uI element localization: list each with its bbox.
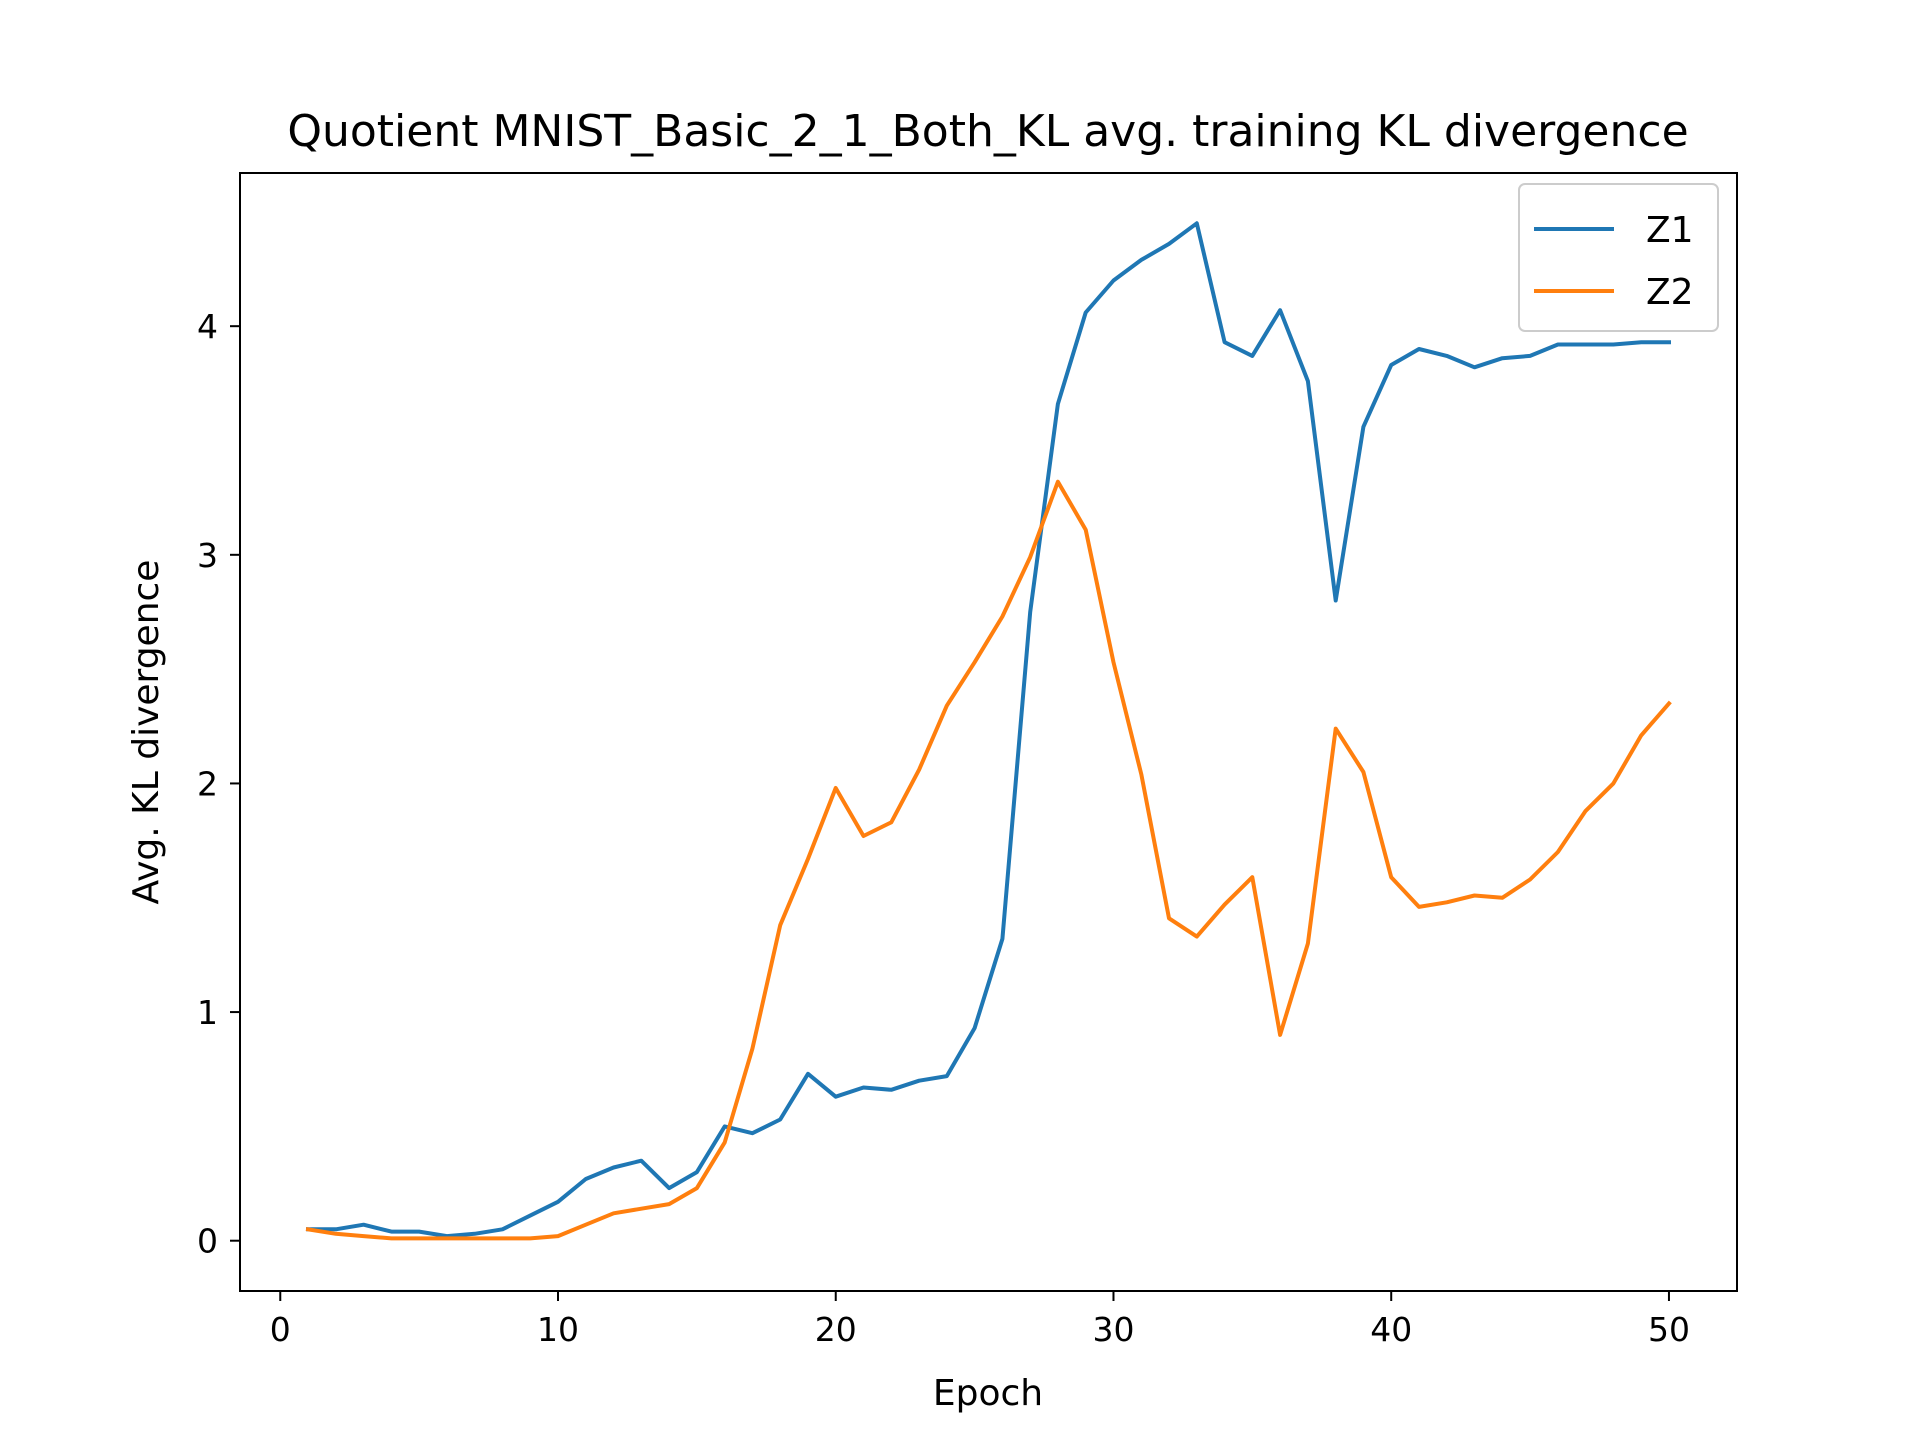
series-line-z1 bbox=[306, 221, 1671, 1239]
plot-frame bbox=[239, 172, 1738, 1292]
plot-area bbox=[305, 221, 1672, 1241]
x-tick-label: 40 bbox=[1370, 1310, 1412, 1349]
y-axis-ticks: 0 1 2 3 4 bbox=[197, 307, 240, 1261]
legend-box bbox=[1518, 183, 1719, 332]
y-tick-label: 4 bbox=[197, 307, 218, 346]
legend: Z1 Z2 bbox=[1518, 183, 1719, 332]
y-tick-label: 3 bbox=[197, 536, 218, 575]
y-tick-label: 1 bbox=[197, 993, 218, 1032]
series-line-z2 bbox=[305, 479, 1672, 1241]
y-axis-label: Avg. KL divergence bbox=[126, 560, 167, 905]
x-axis-ticks: 0 10 20 30 40 50 bbox=[270, 1291, 1690, 1349]
x-tick-label: 20 bbox=[815, 1310, 857, 1349]
legend-label-z1: Z1 bbox=[1646, 210, 1694, 251]
y-tick-label: 0 bbox=[197, 1222, 218, 1261]
x-tick-label: 0 bbox=[270, 1310, 291, 1349]
y-tick-label: 2 bbox=[197, 764, 218, 803]
x-axis-label: Epoch bbox=[933, 1373, 1043, 1414]
x-tick-label: 10 bbox=[537, 1310, 579, 1349]
x-tick-label: 50 bbox=[1648, 1310, 1690, 1349]
x-tick-label: 30 bbox=[1092, 1310, 1134, 1349]
legend-label-z2: Z2 bbox=[1646, 272, 1694, 313]
chart-title: Quotient MNIST_Basic_2_1_Both_KL avg. tr… bbox=[287, 106, 1688, 157]
